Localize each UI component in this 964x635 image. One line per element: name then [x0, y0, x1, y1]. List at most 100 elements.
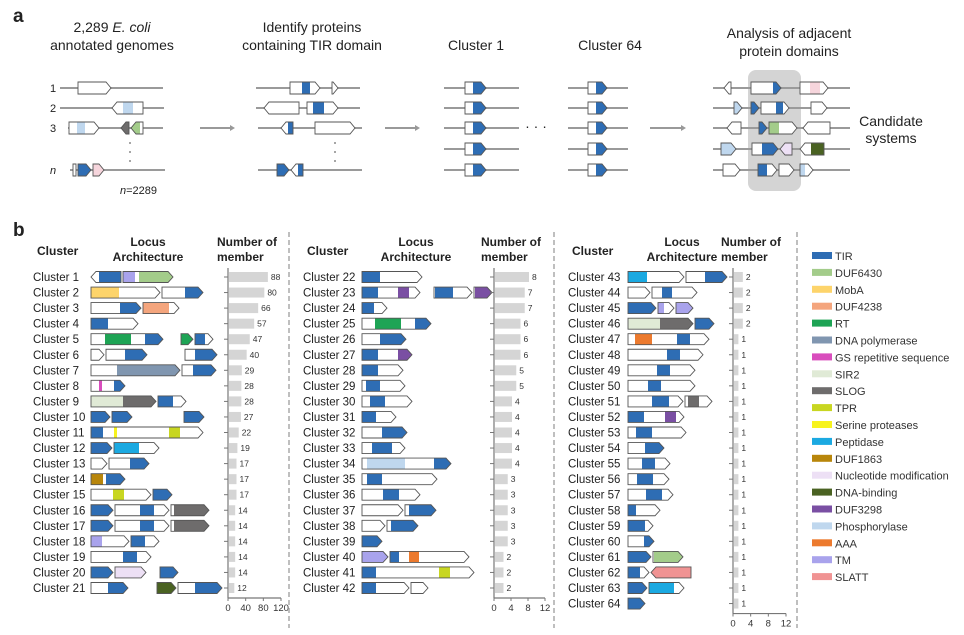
cluster-row: Cluster 57 1	[568, 488, 746, 502]
gene	[156, 582, 177, 594]
domain-tir	[645, 442, 659, 454]
gene	[90, 411, 111, 423]
gene	[758, 121, 768, 135]
gene-body	[805, 164, 808, 176]
gene-body	[588, 102, 596, 114]
member-count-bar	[734, 334, 739, 345]
gene-outline	[92, 163, 105, 177]
member-count-label: 1	[741, 334, 746, 344]
gene-body	[664, 302, 669, 314]
gene-outline	[90, 271, 122, 283]
gene-arrowhead	[198, 287, 203, 299]
gene-outline	[627, 333, 710, 346]
domain-phosphorylase	[367, 458, 405, 470]
cluster-row: Cluster 50 1	[568, 379, 746, 393]
locus-architecture	[361, 550, 470, 563]
gene-arrowhead	[792, 122, 797, 134]
member-count-label: 57	[257, 319, 267, 329]
gene-outline	[183, 411, 205, 423]
cluster-row: Cluster 40 2	[303, 550, 512, 564]
gene	[750, 101, 760, 115]
gene-outline	[651, 286, 698, 299]
domain-nucleotide-modification	[785, 143, 792, 155]
locus-architecture	[627, 302, 694, 315]
member-count-bar	[229, 489, 237, 500]
member-count-label: 3	[511, 474, 516, 484]
domain-duf1863	[91, 473, 103, 485]
adjacent-domain-analysis	[713, 70, 850, 191]
gene-body	[362, 458, 367, 470]
gene	[627, 582, 648, 594]
gene-body	[767, 164, 772, 176]
member-count-label: 1	[741, 567, 746, 577]
gene-arrowhead	[640, 598, 645, 610]
gene-outline	[587, 81, 608, 95]
gene-body	[676, 411, 679, 423]
ellipsis-dot	[334, 160, 336, 162]
gene	[90, 317, 139, 330]
gene-outline	[627, 395, 684, 408]
gene-arrowhead	[602, 143, 607, 155]
gene-outline	[694, 317, 715, 330]
legend-item: DUF6430	[812, 268, 882, 280]
member-count-bar	[734, 318, 743, 329]
gene-body	[378, 364, 398, 376]
domain-tir	[382, 427, 402, 438]
gene-body	[91, 551, 123, 563]
gene-outline	[464, 101, 487, 115]
cluster-label: Cluster 11	[33, 428, 85, 440]
gene-arrowhead	[407, 349, 412, 361]
gene-outline	[72, 163, 77, 177]
domain-tir	[302, 82, 310, 94]
legend-item: DUF4238	[812, 302, 882, 314]
gene-outline	[587, 142, 608, 156]
member-count-label: 19	[240, 443, 250, 453]
cluster-row: Cluster 46 2	[568, 317, 751, 331]
gene-arrowhead	[333, 82, 338, 94]
cluster-label: Cluster 5	[33, 334, 79, 346]
gene-outline	[722, 163, 741, 177]
gene-arrowhead	[602, 122, 607, 134]
legend-item: SLOG	[812, 386, 866, 398]
gene	[306, 101, 339, 115]
domain-tir	[362, 364, 378, 376]
member-count-bar	[734, 474, 739, 485]
domain-tir	[628, 520, 645, 532]
locus-architecture	[361, 286, 493, 299]
member-count-bar	[229, 474, 237, 485]
locus-architecture	[627, 364, 696, 377]
gene-arrowhead	[108, 520, 113, 532]
locus-architecture	[90, 519, 210, 532]
locus-architecture	[627, 519, 654, 532]
domain-tir	[473, 82, 481, 94]
domain-tm	[123, 271, 135, 283]
gene-outline	[181, 364, 217, 377]
gene-arrowhead	[772, 164, 777, 176]
member-count-label: 4	[515, 443, 520, 453]
gene	[90, 473, 126, 486]
gene-body	[655, 458, 665, 470]
legend-swatch	[812, 437, 832, 445]
gene-arrowhead	[120, 380, 125, 392]
locus-architecture	[90, 426, 204, 439]
gene-outline	[760, 101, 790, 115]
member-count-bar	[229, 318, 255, 329]
cluster-label: Cluster 15	[33, 490, 85, 502]
gene-arrowhead	[151, 395, 156, 407]
gene-outline	[90, 566, 114, 579]
gene-outline	[290, 163, 304, 177]
cluster-label: Cluster 27	[303, 350, 355, 362]
gene-arrowhead	[690, 380, 695, 392]
domain-slog	[126, 122, 129, 134]
gene	[90, 582, 129, 594]
gene-outline	[627, 411, 685, 423]
cluster-row: Cluster 6 40	[33, 348, 259, 362]
gene-body	[661, 380, 690, 392]
gene	[181, 364, 217, 377]
cluster-row: Cluster 28 5	[303, 364, 524, 377]
gene-body	[91, 582, 108, 594]
member-count-label: 2	[746, 319, 751, 329]
gene-arrowhead	[398, 364, 403, 376]
gene	[113, 442, 160, 454]
